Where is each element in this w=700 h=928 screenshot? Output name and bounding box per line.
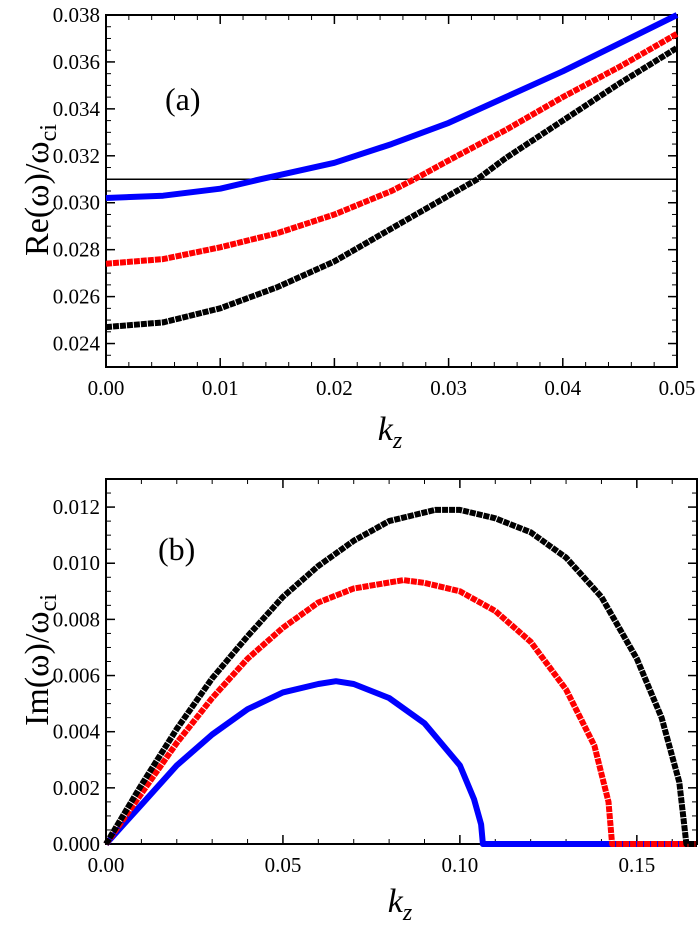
y-tick-label: 0.008 [53,607,100,631]
x-axis-label: kz [388,883,413,926]
x-tick-label: 0.05 [265,853,302,877]
y-axis-label: Im(ω)/ωci [19,594,62,726]
y-tick-label: 0.024 [53,332,101,356]
y-tick-label: 0.026 [53,285,100,309]
y-tick-label: 0.034 [53,97,101,121]
x-tick-label: 0.15 [618,853,655,877]
y-tick-label: 0.006 [53,664,100,688]
y-tick-label: 0.036 [53,50,100,74]
y-tick-label: 0.004 [53,720,101,744]
x-tick-label: 0.03 [430,376,467,400]
x-tick-label: 0.10 [442,853,479,877]
x-axis-label: kz [378,411,403,454]
y-tick-label: 0.010 [53,551,100,575]
y-axis-label: Re(ω)/ωci [19,124,62,256]
x-tick-label: 0.02 [316,376,353,400]
y-tick-label: 0.000 [53,832,100,856]
y-tick-label: 0.032 [53,144,100,168]
panel-a: (a) Re(ω)/ωci kz 0.00 0.01 0.02 0.03 0.04 0.0… [19,3,695,454]
panel-label: (a) [165,81,201,117]
y-tick-label: 0.012 [53,495,100,519]
series-line-0 [103,678,697,847]
series-line-2 [103,506,697,847]
x-tick-label: 0.05 [659,376,696,400]
series-line-1 [103,577,697,847]
x-tick-label: 0.01 [202,376,239,400]
series-line-0 [105,12,679,201]
x-tick-label: 0.00 [88,376,125,400]
panel-b: (b) Im(ω)/ωci kz 0.00 0.05 0.10 0.15 0.000 0.… [19,478,698,926]
series-line-1 [105,31,679,267]
y-tick-label: 0.038 [53,3,100,27]
y-tick-label: 0.028 [53,238,100,262]
x-tick-label: 0.00 [88,853,125,877]
y-tick-label: 0.030 [53,191,100,215]
series-line-2 [105,45,679,331]
y-tick-label: 0.002 [53,776,100,800]
panel-label: (b) [158,531,195,567]
x-tick-label: 0.04 [544,376,581,400]
